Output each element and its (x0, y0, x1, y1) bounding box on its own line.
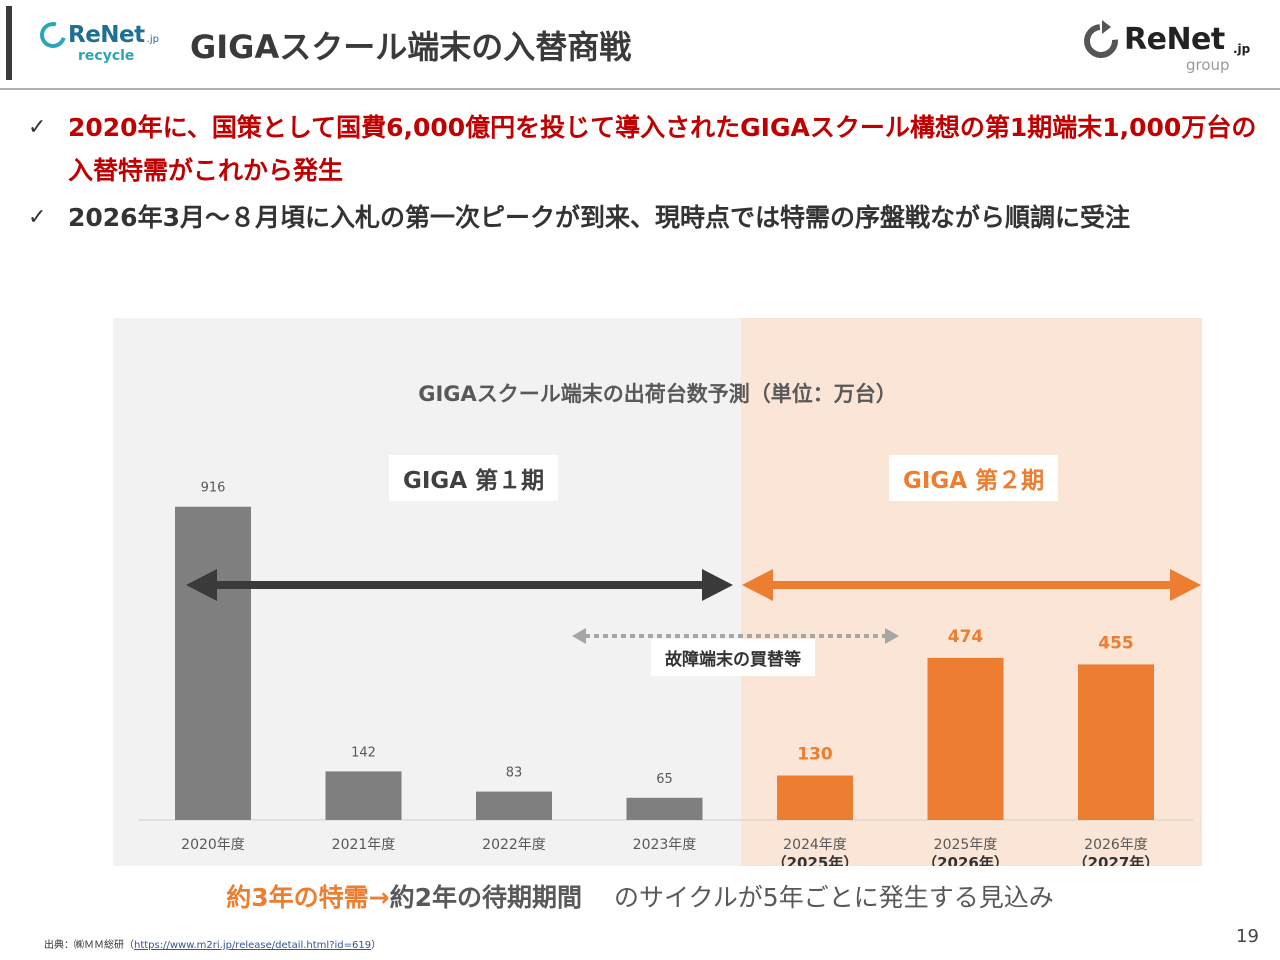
tick-sublabel: （2026年） (922, 854, 1009, 866)
phase2-arrow-left-head (742, 569, 773, 601)
source-link[interactable]: https://www.m2ri.jp/release/detail.html?… (134, 940, 372, 951)
bar-2020年度 (175, 506, 251, 820)
cycle-rest-text: のサイクルが5年ごとに発生する見込み (614, 883, 1054, 912)
tick-label: 2026年度 (1084, 837, 1148, 853)
tick-label: 2022年度 (482, 837, 546, 853)
bar-2022年度 (476, 791, 552, 820)
tick-label: 2024年度 (783, 837, 847, 853)
source-note: 出典：㈱ＭＭ総研（https://www.m2ri.jp/release/det… (44, 936, 381, 951)
replacement-arrow-left-head (572, 628, 586, 644)
bullet-text: 2020年に、国策として国費6,000億円を投じて導入されたGIGAスクール構想… (68, 113, 1257, 185)
phase1-arrow-left-head (186, 569, 217, 601)
tick-label: 2021年度 (332, 837, 396, 853)
bar-2025年度 (927, 657, 1004, 820)
renet-recycle-logo: ReNet .jp recycle (35, 17, 170, 70)
bullet-list: ✓ 2020年に、国策として国費6,000億円を投じて導入されたGIGAスクール… (28, 106, 1258, 243)
source-prefix: 出典：㈱ＭＭ総研（ (44, 940, 134, 951)
page-number: 19 (1236, 926, 1259, 947)
source-suffix: ） (371, 940, 382, 951)
refresh-arrow-icon (1102, 20, 1111, 34)
bullet-item: ✓ 2026年3月～８月頃に入札の第一次ピークが到来、現時点では特需の序盤戦なが… (28, 196, 1258, 239)
check-icon: ✓ (28, 115, 47, 140)
check-icon: ✓ (28, 205, 47, 230)
bullet-item: ✓ 2020年に、国策として国費6,000億円を投じて導入されたGIGAスクール… (28, 106, 1258, 192)
bar-2021年度 (325, 771, 402, 820)
bar-2024年度 (777, 775, 853, 820)
bar-2023年度 (626, 797, 703, 820)
slide-header: ReNet .jp recycle GIGAスクール端末の入替商戦 ReNet … (0, 0, 1280, 88)
data-label: 83 (506, 766, 523, 781)
renet-group-logo: ReNet .jp group (1077, 17, 1262, 78)
logo-right-sub: group (1186, 56, 1230, 74)
data-label: 142 (351, 745, 376, 760)
cycle-summary: 約3年の特需→約2年の待期期間 のサイクルが5年ごとに発生する見込み (0, 878, 1280, 914)
logo-left-sub: recycle (78, 48, 135, 64)
phase1-label: GIGA 第１期 (389, 455, 559, 501)
cycle-wait-text: 約2年の待期期間 (389, 883, 583, 912)
chart-svg: 916 2020年度 142 2021年度 83 2022年度 65 2023年度 130 202… (113, 318, 1202, 866)
tick-sublabel: （2027年） (1073, 854, 1160, 866)
tick-label: 2020年度 (181, 837, 245, 853)
data-label: 65 (656, 772, 673, 787)
logo-right-suffix: .jp (1233, 42, 1251, 56)
header-accent-bar (6, 6, 12, 80)
chart-title: GIGAスクール端末の出荷台数予測（単位：万台） (418, 382, 897, 406)
data-label: 916 (201, 481, 226, 496)
tick-sublabel: （2025年） (772, 854, 859, 866)
header-divider (0, 88, 1280, 90)
data-label: 474 (948, 627, 984, 647)
page-title: GIGAスクール端末の入替商戦 (190, 28, 632, 66)
tick-label: 2025年度 (934, 837, 998, 853)
logo-left-name: ReNet (68, 22, 145, 48)
phase2-label: GIGA 第２期 (889, 455, 1059, 501)
recycle-circle-icon (35, 17, 71, 53)
logo-left-suffix: .jp (146, 33, 159, 45)
cycle-demand-text: 約3年の特需→ (226, 883, 390, 912)
logo-right-name: ReNet (1124, 22, 1225, 57)
data-label: 130 (797, 745, 833, 765)
tick-label: 2023年度 (633, 837, 697, 853)
bar-2026年度 (1078, 664, 1154, 820)
phase1-arrow-right-head (702, 569, 733, 601)
replacement-arrow-right-head (885, 628, 899, 644)
data-label: 455 (1098, 633, 1134, 653)
bullet-text: 2026年3月～８月頃に入札の第一次ピークが到来、現時点では特需の序盤戦ながら順… (68, 203, 1130, 232)
phase2-arrow-right-head (1170, 569, 1201, 601)
refresh-circle-icon (1077, 17, 1125, 65)
replacement-label: 故障端末の買替等 (651, 639, 815, 676)
shipment-forecast-chart: 916 2020年度 142 2021年度 83 2022年度 65 2023年度 130 202… (113, 318, 1202, 866)
